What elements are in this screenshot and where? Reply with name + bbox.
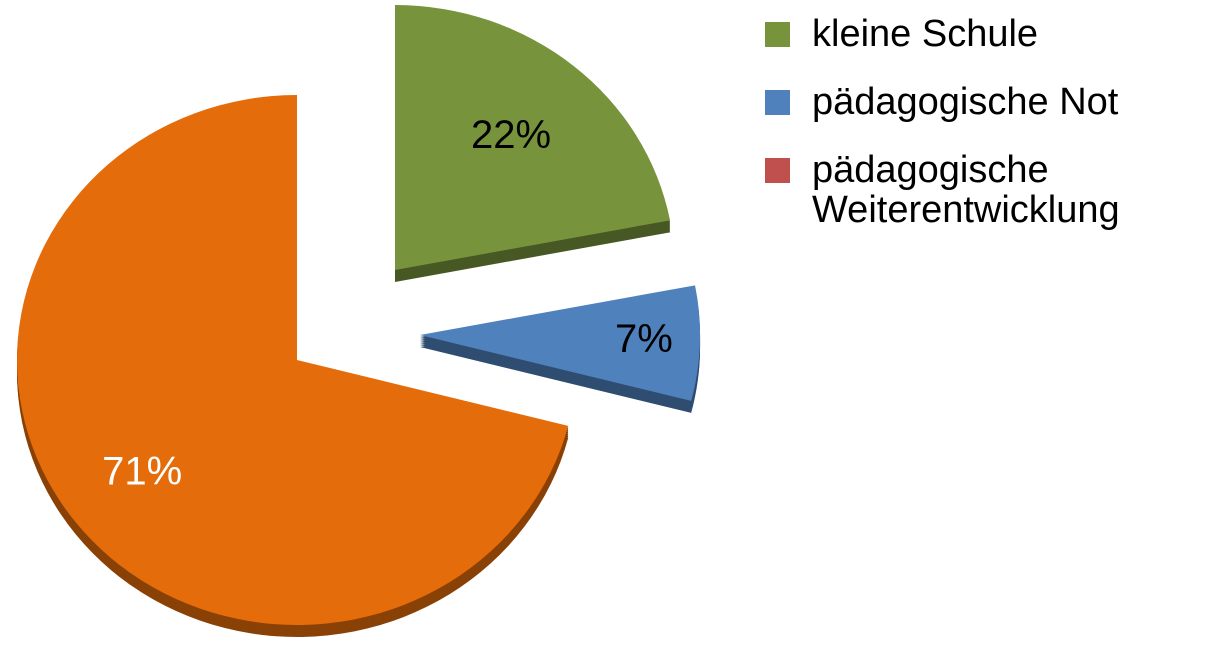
legend: kleine Schule pädagogische Not pädagogisch… (762, 14, 1207, 258)
data-label: 71% (102, 449, 182, 493)
slice (420, 285, 700, 401)
legend-label: pädagogische Not (812, 81, 1119, 123)
legend-entry: pädagogische Weiterentwicklung (762, 150, 1207, 230)
legend-label: kleine Schule (812, 13, 1039, 55)
legend-entry: kleine Schule (762, 14, 1207, 54)
legend-swatch (765, 22, 790, 47)
legend-swatch (765, 158, 790, 183)
slice (395, 5, 671, 270)
legend-label: pädagogische Weiterentwicklung (812, 149, 1120, 231)
legend-swatch (765, 90, 790, 115)
data-label: 22% (471, 113, 551, 157)
slice (17, 95, 569, 625)
legend-entry: pädagogische Not (762, 82, 1207, 122)
data-label: 7% (615, 317, 673, 361)
